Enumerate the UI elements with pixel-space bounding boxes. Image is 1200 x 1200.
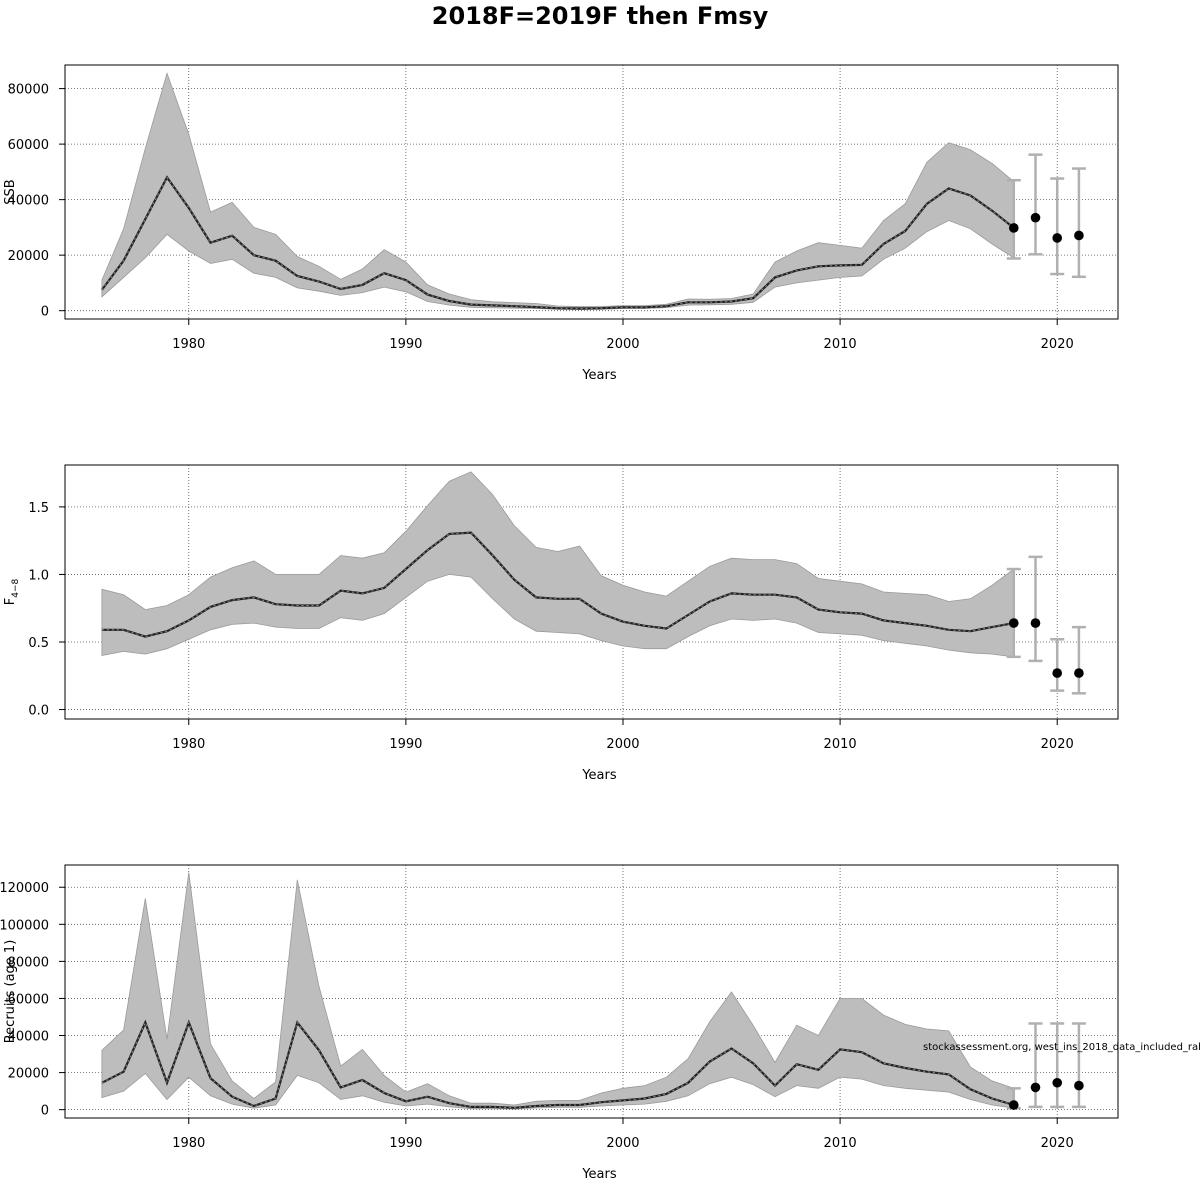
forecast-errorbar [1006,567,1021,659]
estimate-line-dash [101,532,1014,638]
y-tick-label: 40000 [8,194,49,209]
y-tick-label: 40000 [8,1030,49,1045]
x-tick-label: 2000 [606,1136,639,1151]
x-tick-label: 1980 [172,737,205,752]
y-tick-label: 20000 [8,249,49,264]
forecast-point [1074,1080,1084,1091]
plot-frame [64,464,1119,720]
forecast-errorbar [1028,555,1043,663]
forecast-errorbar [1006,178,1021,260]
x-tick-label: 1980 [172,337,205,352]
forecast-errorbar [1028,1022,1043,1109]
y-tick-label: 20000 [8,1067,49,1082]
y-tick-label: 0 [41,1104,49,1119]
forecast-point [1008,223,1019,233]
y-tick-label: 80000 [8,955,49,970]
plot-frame [64,864,1119,1119]
y-axis-label: F4−8 [3,578,21,605]
ssb-panel: 1980 1990 2000 2010 2020 0 20000 40000 60000 8000… [3,64,1119,383]
footnote: stockassessment.org, west_ins_2018_data_… [923,1042,1200,1053]
y-tick-label: 1.0 [28,568,49,583]
forecast-errorbar [1050,638,1065,692]
forecast-errorbar [1050,1022,1065,1109]
forecast-point [1008,1100,1019,1110]
x-tick-label: 1990 [389,337,422,352]
y-tick-label: 60000 [8,138,49,153]
x-axis-label: Years [581,368,617,383]
forecast-errorbar [1071,167,1086,279]
estimate-line-dash [101,176,1015,310]
x-tick-label: 2020 [1041,737,1074,752]
y-tick-label: 120000 [0,881,49,896]
forecast-errorbar [1050,177,1065,276]
confidence-band [101,872,1015,1110]
x-axis-label: Years [581,1167,617,1182]
x-tick-label: 2000 [606,737,639,752]
forecast-errorbar [1071,1022,1086,1109]
x-tick-label: 2010 [824,337,857,352]
y-axis-label: Recruits (age 1) [3,940,18,1044]
y-axis-label: SSB [3,179,18,204]
confidence-band [101,471,1015,658]
recruits-panel: 1980 1990 2000 2010 2020 0 20000 40000 60000 8000… [0,864,1119,1182]
x-tick-label: 2010 [824,1136,857,1151]
x-axis-label: Years [581,768,617,783]
forecast-point [1030,1082,1041,1093]
forecast-point [1074,668,1084,678]
y-tick-label: 0 [41,305,49,320]
fishing-mortality-panel: 1980 1990 2000 2010 2020 0.0 0.5 1.0 1.5 Years F4−… [3,464,1119,783]
y-tick-label: 0.0 [28,704,49,719]
x-tick-label: 1990 [389,1136,422,1151]
x-tick-label: 2000 [606,337,639,352]
forecast-point [1008,618,1019,628]
chart-title: 2018F=2019F then Fmsy [432,2,769,30]
forecast-point [1074,230,1084,241]
y-tick-label: 100000 [0,918,49,933]
forecast-errorbar [1028,153,1043,256]
x-tick-label: 1980 [172,1136,205,1151]
y-tick-label: 0.5 [28,636,49,651]
x-tick-label: 2020 [1041,1136,1074,1151]
forecast-point [1030,618,1041,628]
y-tick-label: 80000 [8,83,49,98]
forecast-point [1052,1077,1063,1088]
x-tick-label: 2020 [1041,337,1074,352]
y-tick-label: 1.5 [28,501,49,516]
y-tick-label: 60000 [8,992,49,1007]
forecast-errorbar [1071,625,1086,695]
forecast-point [1030,212,1041,223]
x-tick-label: 2010 [824,737,857,752]
confidence-band [101,71,1015,311]
y-axis-label-subscript: 4−8 [11,578,21,597]
x-tick-label: 1990 [389,737,422,752]
estimate-line-dash [101,1021,1014,1109]
plot-frame [64,64,1119,320]
forecast-point [1052,233,1063,243]
forecast-point [1052,668,1063,678]
